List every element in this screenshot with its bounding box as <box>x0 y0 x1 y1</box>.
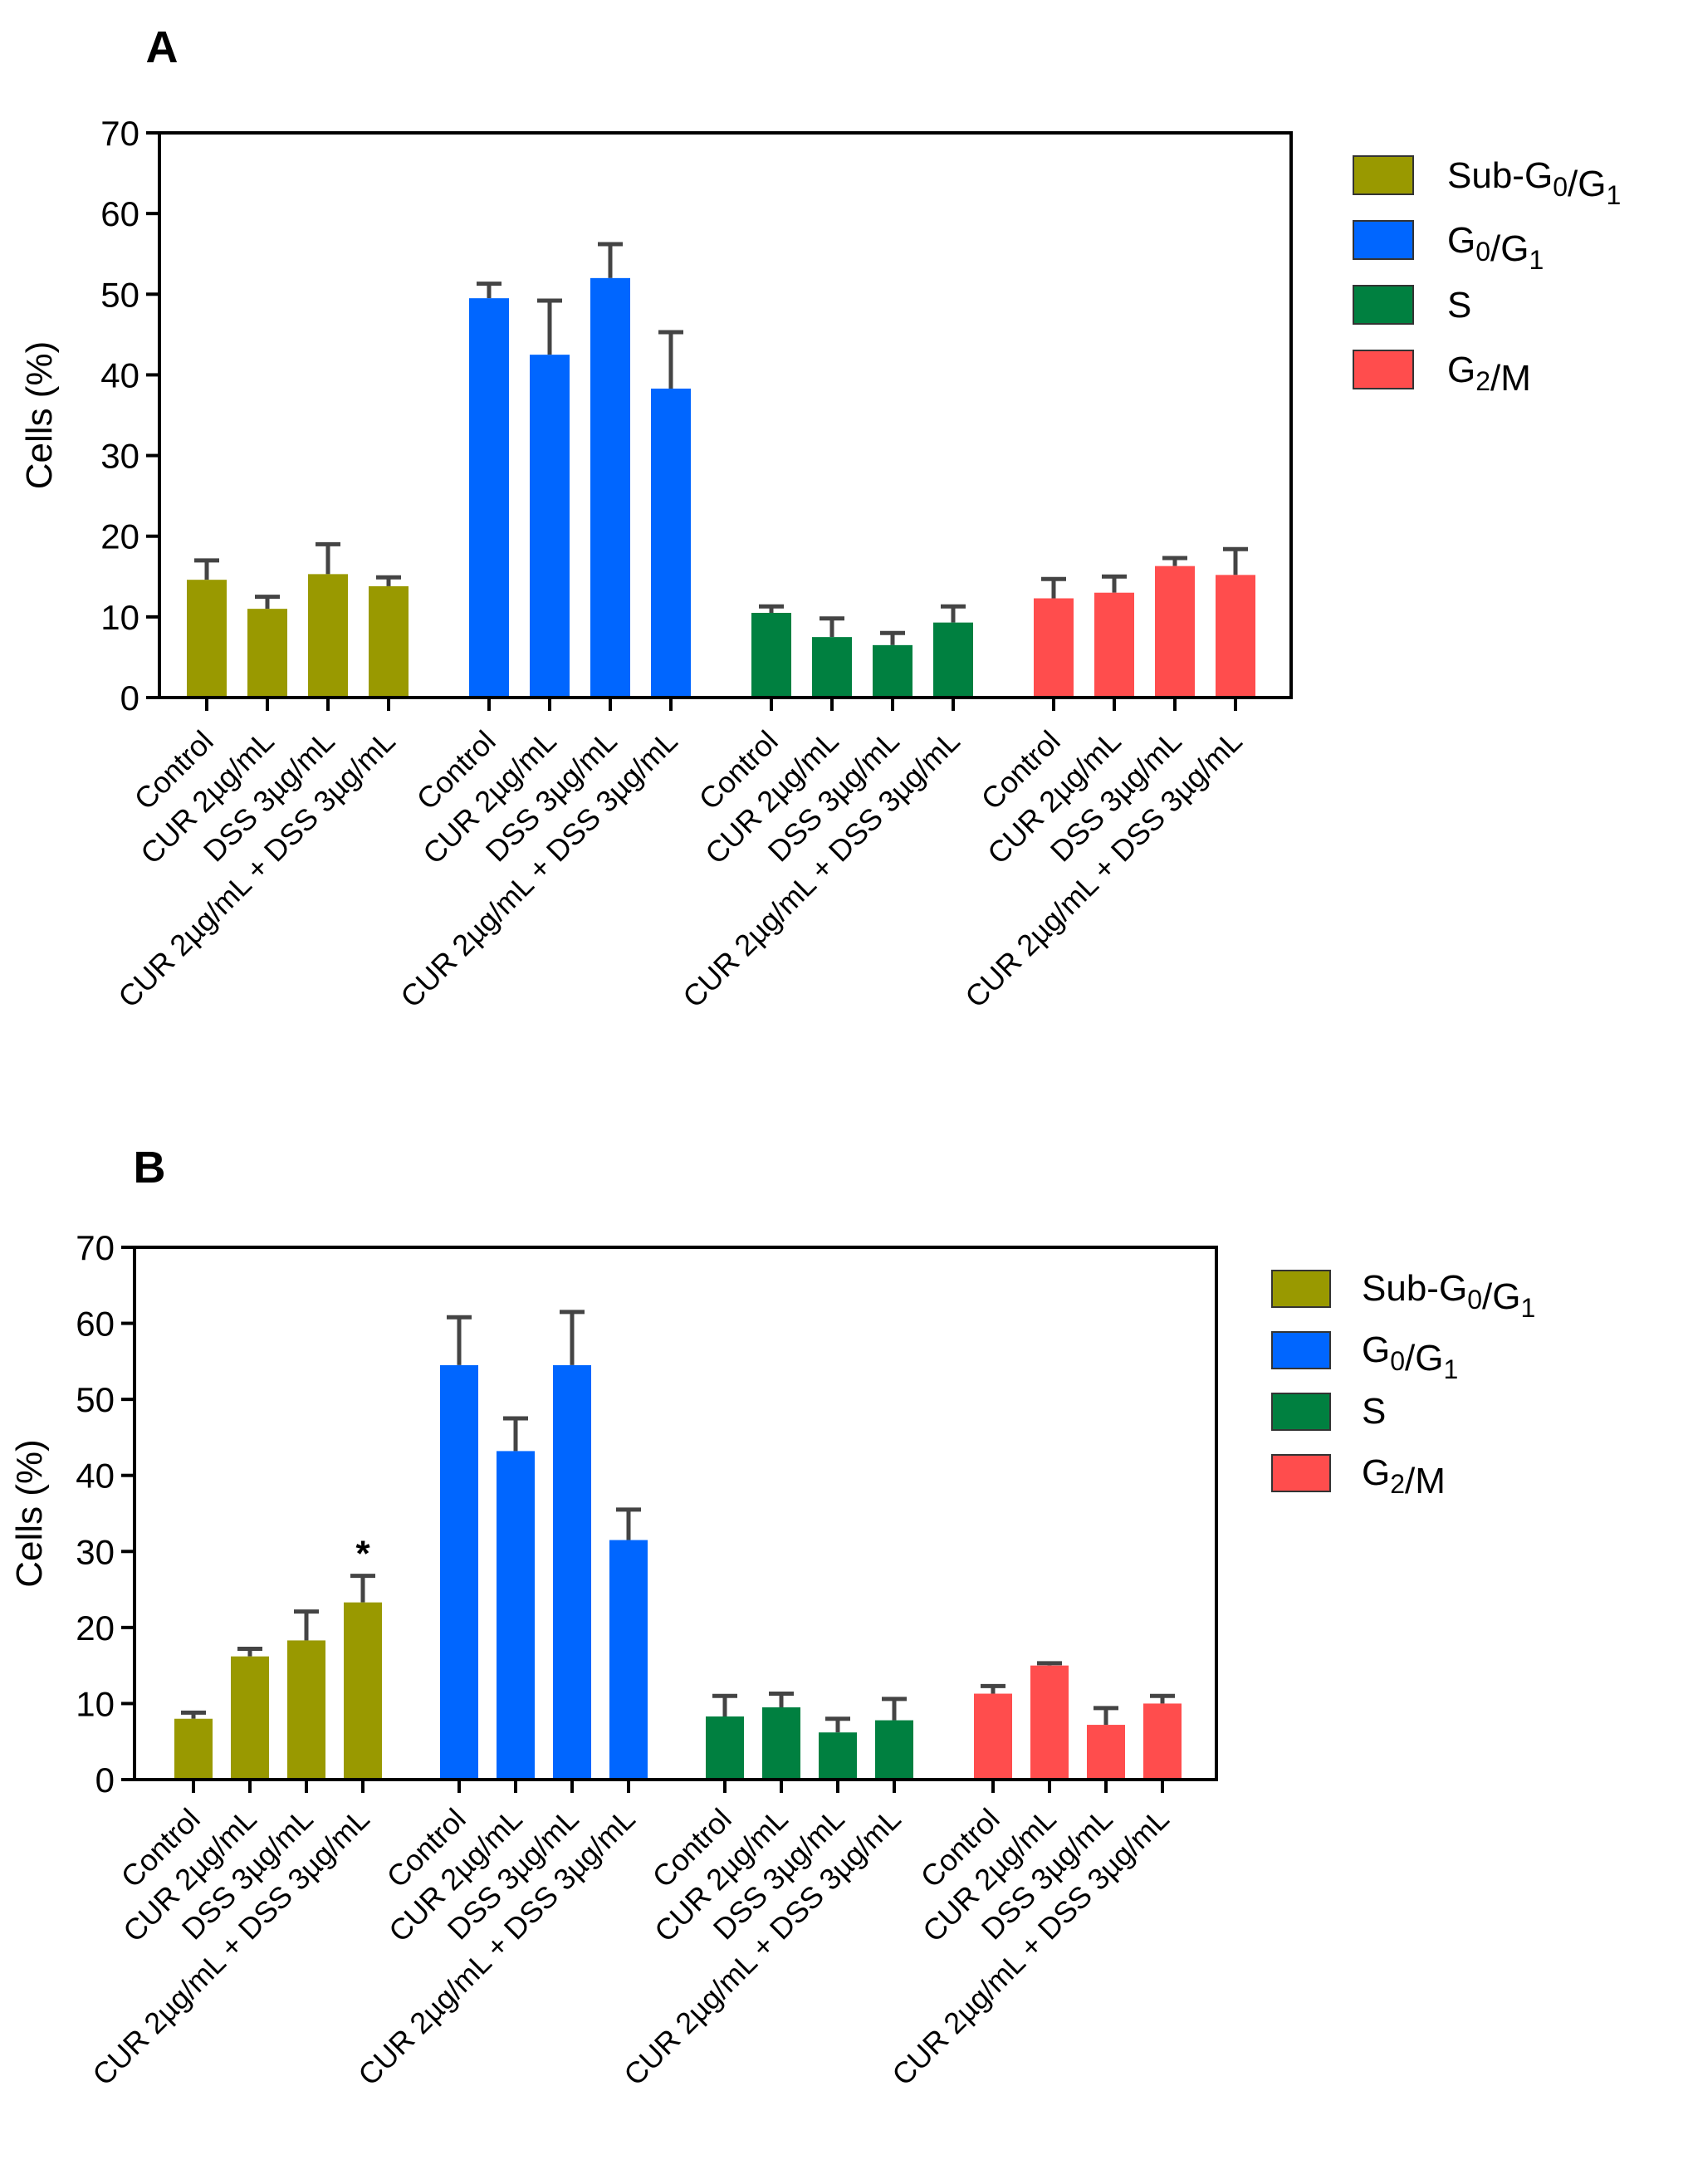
bar <box>751 613 791 698</box>
legend-label: Sub-G0/G1 <box>1447 155 1621 210</box>
bar <box>1094 592 1134 698</box>
bar <box>651 388 691 698</box>
y-tick-label: 50 <box>76 1380 115 1419</box>
bar <box>497 1451 535 1780</box>
bar <box>469 298 509 698</box>
bar <box>1087 1725 1125 1780</box>
bar <box>174 1718 213 1780</box>
legend-swatch <box>1271 1270 1331 1308</box>
bar <box>553 1364 591 1780</box>
legend-label: Sub-G0/G1 <box>1362 1268 1535 1323</box>
y-tick-label: 40 <box>76 1457 115 1496</box>
legend-swatch <box>1353 220 1414 260</box>
bar <box>873 644 912 698</box>
series-1 <box>440 1310 648 1780</box>
y-tick-label: 60 <box>100 194 139 233</box>
legend-swatch <box>1353 350 1414 389</box>
bar <box>530 355 570 698</box>
panel-letter: A <box>146 22 179 72</box>
legend-label: G2/M <box>1362 1452 1446 1501</box>
y-tick-label: 0 <box>120 678 139 717</box>
y-tick-label: 20 <box>100 517 139 556</box>
bar <box>819 1732 857 1780</box>
series-2 <box>751 604 973 698</box>
legend-swatch <box>1353 155 1414 195</box>
bar <box>187 580 227 698</box>
y-axis-title: Cells (%) <box>9 1439 50 1587</box>
series-1 <box>469 242 691 698</box>
plot-frame <box>133 1246 1218 1781</box>
y-tick-label: 10 <box>76 1684 115 1723</box>
legend: Sub-G0/G1 G0/G1 S G2/M <box>1271 1268 1535 1501</box>
legend-label: G2/M <box>1447 350 1531 399</box>
legend-label: G0/G1 <box>1447 220 1544 275</box>
bar <box>1030 1665 1069 1780</box>
y-tick-label: 40 <box>100 355 139 394</box>
bar <box>1034 598 1074 698</box>
bar <box>875 1720 913 1780</box>
y-axis-title: Cells (%) <box>19 341 60 489</box>
legend-swatch <box>1353 285 1414 325</box>
bar <box>762 1707 800 1780</box>
bar <box>933 622 973 698</box>
series-3 <box>974 1661 1182 1780</box>
bar <box>609 1540 648 1780</box>
bar <box>590 277 630 698</box>
plot-frame <box>158 131 1293 699</box>
y-tick-label: 70 <box>76 1228 115 1267</box>
legend-swatch <box>1271 1331 1331 1369</box>
y-tick-label: 10 <box>100 598 139 637</box>
bar <box>974 1693 1012 1780</box>
significance-marker: * <box>355 1534 370 1574</box>
series-0 <box>174 1574 382 1780</box>
bar <box>440 1364 478 1780</box>
bar <box>231 1656 269 1780</box>
bar <box>1216 575 1255 698</box>
legend-label: S <box>1447 285 1471 326</box>
bar <box>1143 1703 1182 1780</box>
series-0 <box>187 541 409 698</box>
y-tick-label: 30 <box>76 1532 115 1571</box>
legend-swatch <box>1271 1393 1331 1431</box>
y-tick-label: 50 <box>100 275 139 314</box>
bar <box>1155 566 1195 698</box>
panel-letter: B <box>134 1143 166 1192</box>
series-2 <box>706 1692 913 1780</box>
legend-label: S <box>1362 1391 1386 1432</box>
bar <box>344 1602 382 1780</box>
bar <box>308 574 348 698</box>
y-tick-label: 0 <box>95 1760 115 1800</box>
y-tick-label: 70 <box>100 114 139 153</box>
bar <box>247 609 287 698</box>
y-tick-label: 60 <box>76 1305 115 1344</box>
legend-swatch <box>1271 1454 1331 1492</box>
bar <box>369 585 409 698</box>
legend: Sub-G0/G1 G0/G1 S G2/M <box>1353 155 1621 399</box>
series-3 <box>1034 546 1255 698</box>
legend-label: G0/G1 <box>1362 1329 1458 1384</box>
bar <box>287 1640 325 1780</box>
y-tick-label: 30 <box>100 437 139 476</box>
bar <box>706 1716 744 1780</box>
bar <box>812 637 852 698</box>
y-tick-label: 20 <box>76 1609 115 1648</box>
